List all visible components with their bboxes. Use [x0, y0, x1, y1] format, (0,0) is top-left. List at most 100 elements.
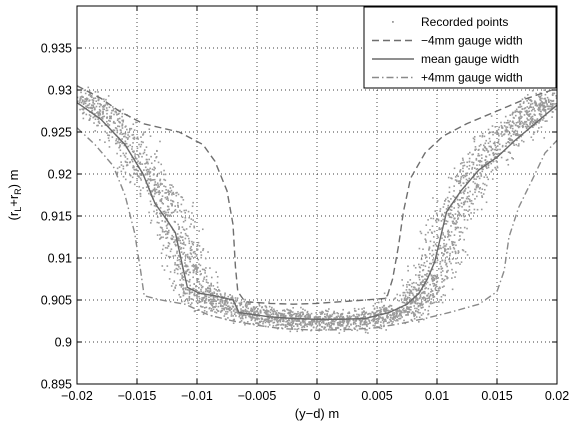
data-point: [169, 187, 172, 189]
data-point: [439, 263, 441, 265]
data-point: [134, 173, 136, 175]
data-point: [355, 325, 357, 328]
data-point: [441, 259, 444, 262]
data-point: [176, 191, 178, 194]
data-point: [535, 102, 537, 104]
data-point: [290, 315, 293, 318]
data-point: [316, 321, 318, 324]
data-point: [497, 142, 499, 144]
data-point: [251, 316, 254, 319]
data-point: [91, 104, 93, 106]
data-point: [353, 321, 355, 323]
data-point: [304, 309, 306, 312]
data-point: [84, 92, 87, 95]
data-point: [352, 319, 355, 322]
data-point: [122, 152, 125, 155]
data-point: [443, 239, 445, 241]
data-point: [474, 167, 476, 169]
data-point: [131, 176, 134, 179]
data-point: [156, 175, 158, 178]
x-tick-label: 0.02: [545, 389, 569, 403]
data-point: [442, 206, 445, 208]
data-point: [133, 168, 136, 171]
data-point: [431, 294, 434, 297]
data-point: [210, 308, 213, 310]
data-point: [529, 120, 532, 123]
data-point: [87, 86, 90, 89]
y-tick-label: 0.925: [41, 126, 72, 140]
data-point: [398, 309, 401, 312]
x-tick-label: −0.02: [61, 389, 93, 403]
data-point: [99, 139, 101, 141]
data-point: [357, 308, 360, 310]
data-point: [212, 285, 215, 287]
data-point: [203, 309, 206, 312]
data-point: [149, 175, 151, 178]
data-point: [246, 321, 249, 323]
data-point: [331, 322, 334, 325]
y-tick-label: 0.915: [41, 210, 72, 224]
data-point: [330, 324, 333, 327]
data-point: [207, 282, 209, 284]
data-point: [275, 320, 278, 322]
data-point: [402, 307, 405, 310]
data-point: [188, 242, 191, 245]
data-point: [156, 203, 158, 206]
data-point: [126, 138, 129, 140]
data-point: [502, 133, 505, 136]
data-point: [536, 105, 538, 107]
data-point: [165, 213, 167, 216]
data-point: [438, 301, 440, 303]
data-point: [257, 322, 260, 325]
data-point: [111, 136, 114, 138]
data-point: [347, 312, 349, 315]
data-point: [148, 211, 150, 214]
data-point: [516, 110, 519, 113]
data-point: [382, 316, 384, 319]
data-point: [271, 306, 273, 309]
data-point: [520, 117, 522, 119]
data-point: [522, 122, 524, 124]
data-point: [184, 255, 187, 257]
data-point: [110, 115, 112, 118]
data-point: [122, 132, 125, 135]
data-point: [303, 320, 305, 323]
data-point: [409, 302, 412, 305]
data-point: [142, 133, 145, 135]
data-point: [483, 135, 486, 138]
data-point: [480, 160, 483, 163]
data-point: [289, 312, 291, 315]
data-point: [310, 320, 312, 323]
data-point: [129, 144, 131, 146]
data-point: [183, 300, 186, 303]
data-point: [189, 284, 191, 287]
data-point: [138, 152, 141, 155]
data-point: [251, 309, 254, 312]
data-point: [235, 309, 238, 311]
data-point: [149, 135, 152, 137]
data-point: [421, 301, 423, 303]
data-point: [148, 158, 150, 161]
data-point: [302, 312, 304, 314]
data-point: [529, 99, 532, 101]
data-point: [302, 308, 304, 311]
data-point: [194, 253, 197, 255]
series-line: [76, 127, 558, 331]
data-point: [486, 176, 489, 179]
data-point: [171, 204, 173, 207]
data-point: [385, 320, 387, 322]
data-point: [178, 228, 180, 230]
data-point: [477, 175, 480, 178]
data-point: [211, 293, 214, 295]
data-point: [159, 237, 162, 239]
data-point: [512, 133, 515, 136]
data-point: [171, 238, 174, 241]
data-point: [180, 283, 183, 286]
data-point: [175, 194, 178, 197]
data-point: [476, 195, 478, 198]
data-point: [384, 310, 387, 313]
data-point: [358, 319, 361, 322]
data-point: [425, 224, 428, 226]
data-point: [168, 242, 171, 245]
data-point: [291, 324, 293, 326]
